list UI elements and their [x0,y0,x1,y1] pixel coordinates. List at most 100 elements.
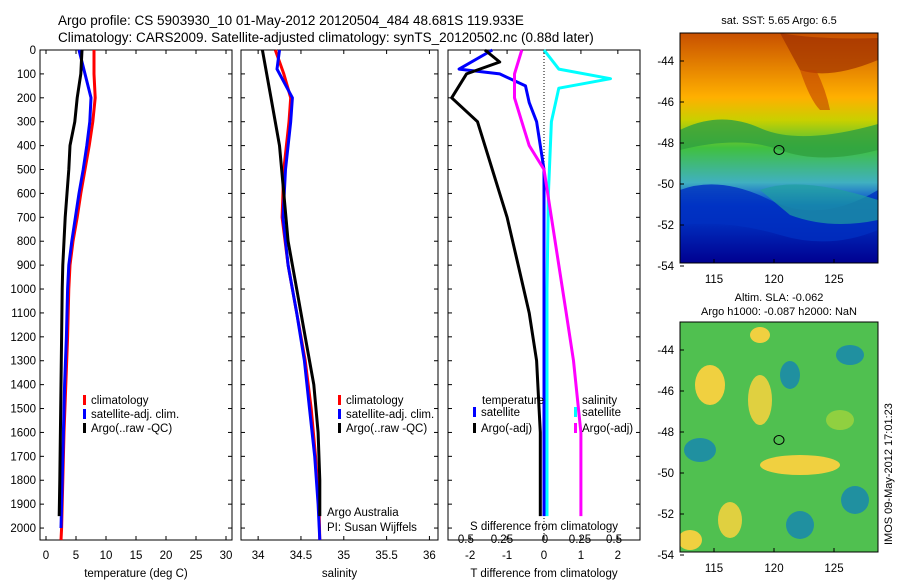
y-tick-label: 1000 [10,284,36,296]
map-x-tick-label: 115 [705,274,723,286]
x-tick-label: 0 [43,550,49,562]
legend-swatch [338,395,341,405]
map-y-tick-label: -54 [657,550,674,562]
legend-label: climatology [91,395,149,407]
y-tick-label: 500 [17,165,36,177]
x-tick-label: -2 [465,550,475,562]
x-tick-label: 36 [423,550,436,562]
x-tick-label: -1 [502,550,512,562]
sst-map: sat. SST: 5.65 Argo: 6.5 -44 -46 -48 -50 -52… [657,15,879,286]
imos-stamp: IMOS 09-May-2012 17:01:23 [883,403,895,545]
x-tick-label: 25 [190,550,203,562]
y-tick-label: 1600 [10,427,36,439]
y-tick-label: 800 [17,236,36,248]
map-y-tick-label: -50 [657,468,674,480]
sst-map-xticks: 115 120 125 [705,259,844,286]
chart-title-line2: Climatology: CARS2009. Satellite-adjuste… [58,30,594,45]
sst-map-yticks: -44 -46 -48 -50 -52 -54 [657,56,684,273]
series-line [542,49,612,517]
y-tick-label: 1800 [10,475,36,487]
legend-swatch [83,423,86,433]
sla-map-yticks: -44 -46 -48 -50 -52 -54 [657,345,684,562]
legend-label: Argo(-adj) [582,423,633,435]
map-x-tick-label: 125 [824,274,843,286]
y-tick-label: 1500 [10,404,36,416]
legend-swatch [338,423,341,433]
chart-title-line1: Argo profile: CS 5903930_10 01-May-2012 … [58,13,524,28]
series-line [57,49,84,517]
y-tick-label: 1300 [10,356,36,368]
legend-label: Argo(..raw -QC) [91,423,172,435]
legend-label: Argo(..raw -QC) [346,423,427,435]
temperature-panel: 0100200300400500600700800900100011001200… [10,45,233,580]
map-y-tick-label: -50 [657,179,674,191]
x-tick-label: 35.5 [375,550,397,562]
sst-map-title: sat. SST: 5.65 Argo: 6.5 [721,15,837,27]
series-line [513,49,583,517]
x-axis-label: salinity [322,568,357,580]
annotation-text: Argo Australia [327,507,399,519]
map-y-tick-label: -44 [657,345,674,357]
map-y-tick-label: -48 [657,427,674,439]
x-tick-label: 5 [73,550,79,562]
y-tick-label: 2000 [10,523,36,535]
x-tick-label: 15 [130,550,143,562]
legend-title: temperature [482,395,544,407]
x-tick-label: 30 [220,550,233,562]
y-tick-label: 200 [17,93,36,105]
s-tick-label: -0.5 [454,534,474,546]
map-x-tick-label: 115 [705,563,723,575]
y-tick-label: 1700 [10,451,36,463]
legend-label: satellite [481,407,520,419]
map-y-tick-label: -46 [657,386,674,398]
legend-swatch [338,409,341,419]
y-tick-label: 100 [17,69,36,81]
x-axis-label: temperature (deg C) [84,568,188,580]
salinity-panel: 34 34.5 35 35.5 36 salinity climatology satelli… [240,49,439,580]
map-y-tick-label: -48 [657,138,674,150]
y-tick-label: 900 [17,260,36,272]
map-x-tick-label: 120 [764,563,783,575]
map-x-tick-label: 125 [824,563,843,575]
y-tick-label: 600 [17,188,36,200]
x-tick-label: 0 [541,550,547,562]
legend-swatch [473,423,476,433]
legend-label: satellite-adj. clim. [91,409,179,421]
sla-map-title-2: Argo h1000: -0.087 h2000: NaN [701,306,857,318]
legend-label: climatology [346,395,404,407]
series-line [260,49,322,517]
series-line [275,49,322,541]
s-tick-label: 0 [542,534,548,546]
map-y-tick-label: -54 [657,261,674,273]
map-y-tick-label: -52 [657,220,674,232]
s-tick-label: 0.5 [606,534,622,546]
series-line [59,49,93,529]
x-tick-label: 10 [100,550,113,562]
y-tick-label: 400 [17,141,36,153]
legend-swatch [83,395,86,405]
plot-frame [240,49,439,541]
sla-map-title-1: Altim. SLA: -0.062 [735,292,824,304]
s-axis-label: S difference from climatology [470,521,618,533]
map-y-tick-label: -52 [657,509,674,521]
legend-label: satellite-adj. clim. [346,409,434,421]
y-tick-label: 1900 [10,499,36,511]
y-tick-label: 700 [17,212,36,224]
map-y-tick-label: -44 [657,56,674,68]
legend-swatch [574,423,577,433]
legend-label: Argo(-adj) [481,423,532,435]
series-line [457,48,546,517]
sla-map: Altim. SLA: -0.062 Argo h1000: -0.087 h2… [657,292,879,575]
map-y-tick-label: -46 [657,97,674,109]
legend-swatch [473,407,476,417]
s-tick-label: -0.25 [487,534,513,546]
x-tick-label: 35 [337,550,350,562]
x-tick-label: 1 [578,550,584,562]
y-tick-label: 0 [30,45,36,57]
legend-label: satellite [582,407,621,419]
x-tick-label: 34 [252,550,265,562]
x-axis-label: T difference from climatology [470,568,617,580]
y-tick-label: 1100 [11,308,36,320]
x-tick-label: 20 [160,550,173,562]
